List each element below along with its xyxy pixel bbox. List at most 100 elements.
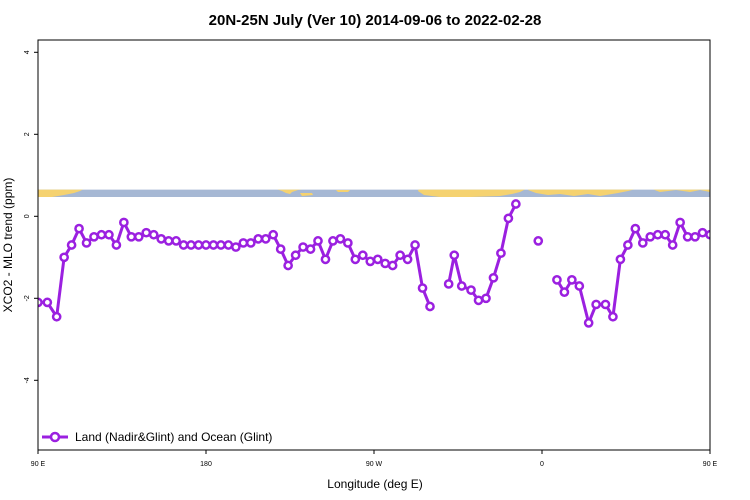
data-point <box>320 254 331 265</box>
plot-frame <box>37 39 711 451</box>
data-point <box>74 223 84 234</box>
data-point <box>186 240 196 250</box>
land-east-asia <box>653 189 710 192</box>
y-tick-label: -2 <box>24 295 31 301</box>
data-point <box>365 256 376 267</box>
ocean-background <box>38 189 710 197</box>
x-tick-label: 0 <box>540 461 544 468</box>
data-point <box>488 272 499 283</box>
data-point <box>268 229 279 240</box>
data-point <box>567 275 577 285</box>
data-point <box>473 295 484 306</box>
data-point <box>193 240 204 250</box>
data-point <box>533 236 544 246</box>
data-point <box>591 299 601 310</box>
land-north-america <box>277 189 301 194</box>
land-south-asia <box>528 189 634 196</box>
data-point <box>104 229 114 240</box>
y-axis-label: XCO2 - MLO trend (ppm) <box>1 178 15 313</box>
data-point <box>313 236 323 246</box>
data-point <box>721 237 728 244</box>
data-point <box>141 227 152 238</box>
data-point <box>705 229 710 240</box>
data-point <box>231 242 241 252</box>
y-tick-label: 0 <box>24 214 31 218</box>
data-point <box>290 250 301 261</box>
data-point <box>163 236 174 246</box>
data-point <box>275 244 286 254</box>
data-point <box>350 254 361 265</box>
data-point <box>298 242 308 252</box>
chart-title: 20N-25N July (Ver 10) 2014-09-06 to 2022… <box>209 12 542 29</box>
data-point <box>697 227 708 238</box>
data-point <box>148 229 159 240</box>
data-point <box>660 229 671 240</box>
legend-label: Land (Nadir&Glint) and Ocean (Glint) <box>75 430 272 444</box>
data-point <box>675 217 685 228</box>
data-point <box>690 231 700 242</box>
data-point <box>178 240 189 250</box>
data-point <box>583 318 594 328</box>
data-point <box>574 281 585 291</box>
y-axis: 4 2 0 -2 -4 <box>24 50 38 383</box>
y-tick-label: -4 <box>24 377 31 383</box>
x-axis-label: Longitude (deg E) <box>327 477 422 491</box>
y-tick-label: 2 <box>24 132 31 136</box>
data-point <box>417 283 428 293</box>
land-gulf-island <box>300 193 313 196</box>
data-point <box>410 240 420 250</box>
data-point <box>466 285 476 295</box>
y-tick-label: 4 <box>24 50 31 54</box>
data-point <box>305 244 316 254</box>
data-point <box>630 223 641 234</box>
data-point <box>201 240 211 250</box>
data-point <box>372 254 383 265</box>
data-point <box>126 231 137 242</box>
data-point <box>156 234 167 244</box>
series-layer <box>38 199 728 328</box>
legend-marker-swatch <box>49 431 61 443</box>
data-point <box>380 258 391 269</box>
x-tick-label: 90 W <box>366 461 383 468</box>
data-point <box>652 229 663 240</box>
data-point <box>42 297 53 308</box>
data-point <box>328 236 338 246</box>
data-point <box>59 252 69 263</box>
data-point <box>623 240 633 250</box>
data-point <box>171 236 181 246</box>
x-tick-label: 180 <box>200 461 212 468</box>
land-asia <box>38 189 83 197</box>
data-point <box>481 293 491 304</box>
data-point <box>425 301 435 312</box>
data-point <box>66 240 77 250</box>
data-point <box>119 217 129 228</box>
x-tick-label: 90 E <box>703 461 718 468</box>
data-point <box>443 279 454 289</box>
land-caribbean <box>336 190 350 192</box>
data-point <box>600 299 611 310</box>
data-point <box>387 260 398 271</box>
data-point <box>645 231 656 242</box>
data-point <box>456 281 467 291</box>
data-point <box>402 254 413 265</box>
data-point <box>81 238 92 248</box>
data-point <box>216 240 226 250</box>
data-point <box>395 250 405 261</box>
data-point <box>208 240 219 250</box>
data-point <box>96 229 107 240</box>
data-point <box>608 311 618 322</box>
data-point <box>496 248 506 259</box>
data-point <box>283 260 293 271</box>
data-point <box>253 234 264 244</box>
data-point <box>667 240 678 250</box>
data-point <box>637 238 648 248</box>
data-point <box>133 231 144 242</box>
data-point <box>682 231 693 242</box>
x-axis: 90 E 180 90 W 0 90 E <box>31 450 718 468</box>
land-africa <box>418 189 525 197</box>
data-point <box>335 234 346 244</box>
data-point <box>511 199 521 209</box>
data-point <box>89 231 99 242</box>
data-point <box>552 275 562 285</box>
